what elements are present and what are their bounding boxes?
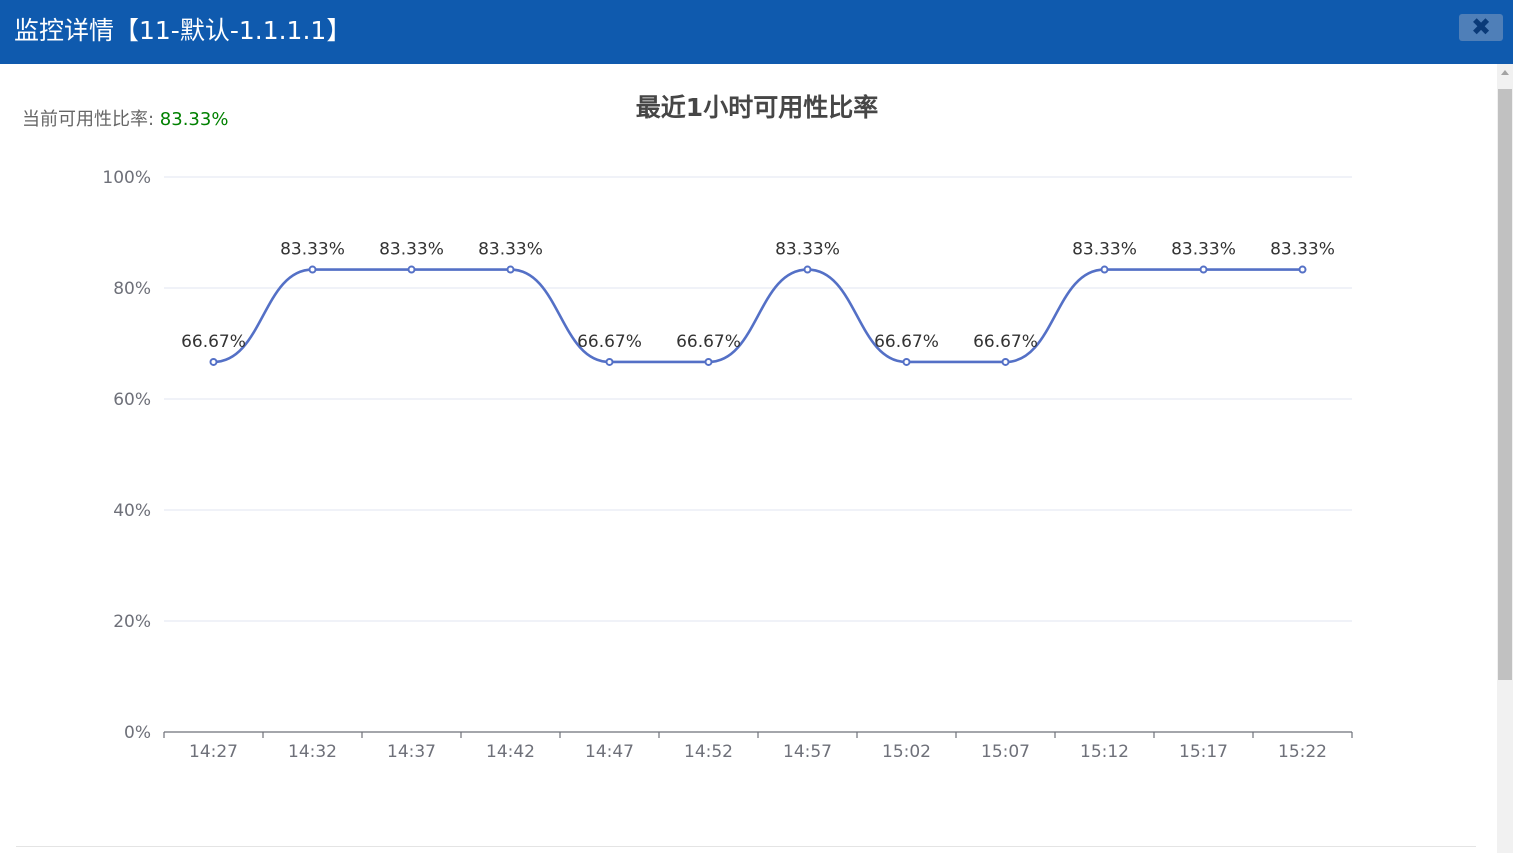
scroll-thumb[interactable] [1498,89,1512,680]
data-label: 83.33% [775,240,840,260]
data-point [605,357,614,366]
vertical-scrollbar[interactable] [1497,64,1513,853]
close-icon: ✖ [1470,13,1492,41]
data-label: 83.33% [379,240,444,260]
x-tick-label: 15:12 [1080,742,1129,762]
availability-line-chart: 最近1小时可用性比率 0% 20% 40% 60% 80% 100% 14:27 14:32 14… [102,93,1353,762]
data-point [1199,265,1208,274]
y-tick-label: 20% [113,612,151,632]
x-tick-label: 14:37 [387,742,436,762]
data-point [407,265,416,274]
data-label: 66.67% [874,332,939,352]
data-point [704,357,713,366]
data-point [1298,265,1307,274]
chart-title: 最近1小时可用性比率 [636,93,878,122]
x-tick-label: 14:32 [288,742,337,762]
data-label: 83.33% [1270,240,1335,260]
data-point [1001,357,1010,366]
current-availability: 当前可用性比率: 83.33% [22,105,228,131]
x-tick-label: 15:22 [1278,742,1327,762]
x-tick-label: 14:27 [189,742,238,762]
x-tick-label: 14:47 [585,742,634,762]
data-label: 66.67% [577,332,642,352]
data-point [308,265,317,274]
series-line [213,268,1303,364]
data-point [902,357,911,366]
data-label: 66.67% [973,332,1038,352]
data-label: 83.33% [478,240,543,260]
x-tick-label: 14:52 [684,742,733,762]
current-availability-value: 83.33% [159,109,229,130]
x-tick-label: 14:57 [783,742,832,762]
data-point [209,357,218,366]
y-tick-label: 60% [113,390,151,410]
x-tick-label: 15:07 [981,742,1030,762]
data-label: 66.67% [676,332,741,352]
data-label: 66.67% [181,332,246,352]
data-point [1100,265,1109,274]
x-tick-label: 15:02 [882,742,931,762]
data-label: 83.33% [1072,240,1137,260]
window-title: 监控详情【11-默认-1.1.1.1】 [14,16,352,45]
y-tick-label: 80% [113,279,151,299]
scroll-up-arrow-icon[interactable] [1501,70,1509,75]
data-point [803,265,812,274]
x-tick-label: 15:17 [1179,742,1228,762]
current-availability-label: 当前可用性比率: [22,109,160,130]
title-bar: 监控详情【11-默认-1.1.1.1】 ✖ [0,0,1513,64]
content-area: 当前可用性比率: 83.33% 最近1小时可用性比率 0% 20% 40% 60% 80%… [0,64,1497,853]
y-tick-label: 0% [124,723,151,743]
data-label: 83.33% [1171,240,1236,260]
x-tick-label: 14:42 [486,742,535,762]
y-tick-label: 100% [102,168,151,188]
data-label: 83.33% [280,240,345,260]
footer-divider [16,846,1476,847]
data-point [506,265,515,274]
y-tick-label: 40% [113,501,151,521]
close-button[interactable]: ✖ [1459,14,1503,41]
